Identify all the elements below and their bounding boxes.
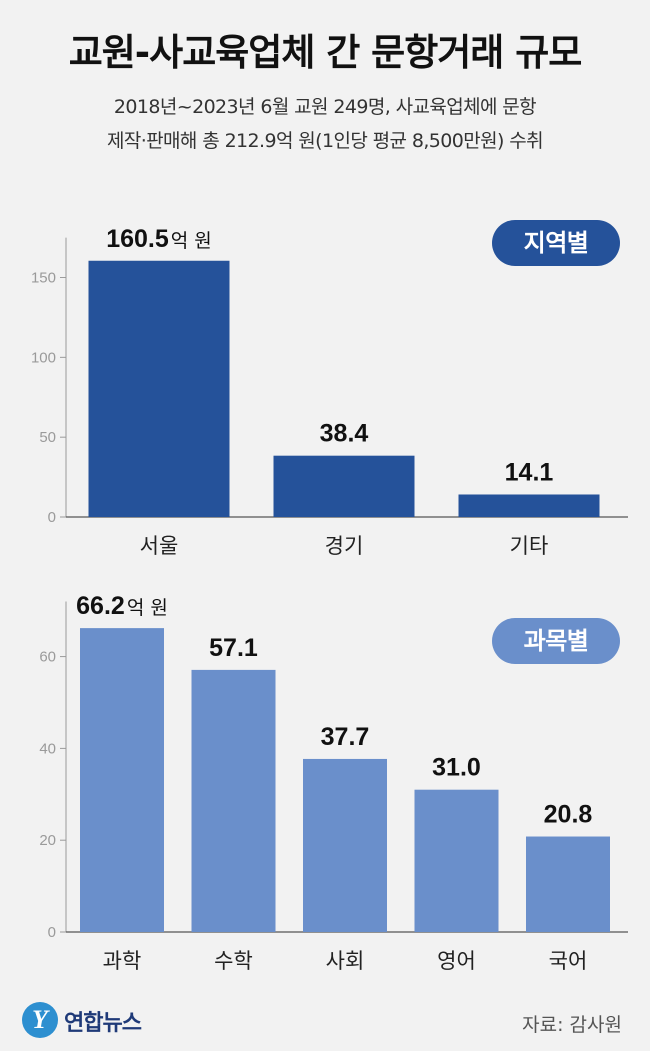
subject-unit-label: 억 원 xyxy=(127,597,168,619)
region-value-label: 160.5 억 원 xyxy=(106,225,212,253)
subtitle-line-1: 2018년~2023년 6월 교원 249명, 사교육업체에 문항 xyxy=(113,96,537,118)
region-category-label: 기타 xyxy=(510,534,549,558)
region-value-label: 38.4 xyxy=(320,420,369,448)
region-value-label: 14.1 xyxy=(505,458,554,486)
subject-value-label: 57.1 xyxy=(209,634,258,662)
region-bar xyxy=(458,494,600,517)
subject-category-label: 영어 xyxy=(437,949,476,973)
subject-bar xyxy=(526,836,610,932)
region-category-label: 서울 xyxy=(140,534,179,558)
subject-value-label: 37.7 xyxy=(321,723,370,751)
subject-y-tick-label: 20 xyxy=(39,832,56,849)
subject-badge: 과목별 xyxy=(492,618,620,664)
subject-category-label: 국어 xyxy=(549,949,588,973)
region-y-tick-label: 0 xyxy=(48,509,56,526)
subject-bar xyxy=(414,789,499,932)
region-bar xyxy=(273,455,415,517)
subject-category-label: 수학 xyxy=(214,949,253,973)
subject-category-label: 과학 xyxy=(103,949,142,973)
region-y-tick-label: 100 xyxy=(31,349,56,366)
region-bar xyxy=(88,260,230,517)
subject-y-tick-label: 40 xyxy=(39,740,56,757)
subject-value-label: 66.2 억 원 xyxy=(76,592,168,620)
subtitle-line-2: 제작·판매해 총 212.9억 원(1인당 평균 8,500만원) 수취 xyxy=(106,130,544,152)
subject-y-tick-label: 60 xyxy=(39,649,56,666)
subject-value-label: 20.8 xyxy=(544,801,593,829)
region-badge: 지역별 xyxy=(492,220,620,266)
subject-bar xyxy=(191,669,276,932)
yonhap-logo-text: 연합뉴스 xyxy=(64,1011,142,1036)
subject-value-label: 31.0 xyxy=(432,754,481,782)
subject-category-label: 사회 xyxy=(326,949,365,973)
region-y-tick-label: 50 xyxy=(39,429,56,446)
region-category-label: 경기 xyxy=(325,534,364,558)
region-bar-chart: 0 50 100 150 160.5 억 원서울 38.4 경기 14.1 기타 xyxy=(31,225,628,558)
region-y-tick-label: 150 xyxy=(31,270,56,287)
subject-bar-chart: 0 20 40 60 66.2 억 원과학 57.1 수학 37.7 사회 31.0 영어 20.8 국어 xyxy=(39,592,628,973)
subject-bar xyxy=(80,628,164,932)
region-unit-label: 억 원 xyxy=(171,230,212,252)
subject-bar xyxy=(303,758,387,932)
subject-y-tick-label: 0 xyxy=(48,924,56,941)
chart-title: 교원-사교육업체 간 문항거래 규모 xyxy=(68,31,583,74)
yonhap-logo-icon: Y xyxy=(22,1002,58,1038)
source-note: 자료: 감사원 xyxy=(522,1014,622,1036)
